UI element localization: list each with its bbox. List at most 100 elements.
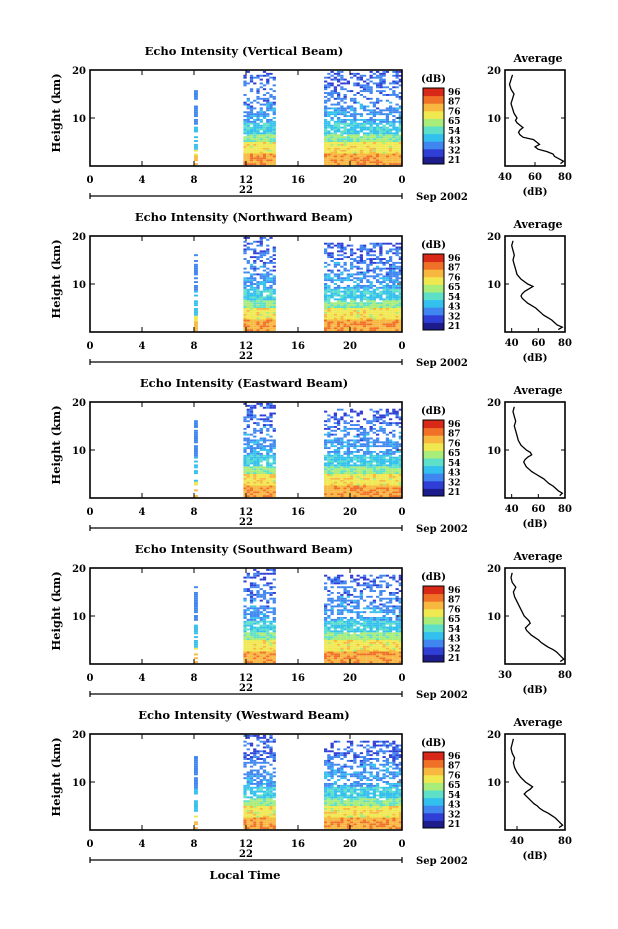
heatmap-cell	[343, 622, 347, 625]
heatmap-cell	[356, 464, 360, 467]
heatmap-cell	[249, 292, 254, 295]
heatmap-cell	[398, 122, 402, 125]
heatmap-cell	[363, 620, 367, 623]
heatmap-cell	[398, 80, 402, 83]
heatmap-cell	[343, 132, 347, 135]
heatmap-cell	[385, 441, 389, 444]
heatmap-cell	[356, 479, 360, 482]
colorbar-tick-label: 87	[448, 264, 461, 274]
heatmap-cell	[356, 634, 360, 637]
heatmap-cell	[382, 275, 386, 278]
heatmap-cell	[379, 136, 383, 139]
heatmap-cell	[392, 286, 396, 289]
heatmap-cell	[249, 132, 254, 135]
heatmap-cell	[269, 304, 273, 307]
heatmap-cell	[262, 493, 267, 496]
heatmap-cell	[340, 82, 344, 85]
heatmap-cell	[246, 420, 250, 423]
heatmap-cell	[356, 603, 360, 606]
heatmap-cell	[356, 72, 360, 75]
heatmap-cell	[346, 105, 350, 108]
heatmap-cell	[382, 290, 386, 293]
heatmap-cell	[359, 306, 363, 308]
heatmap-cell	[269, 406, 273, 409]
heatmap-cell	[376, 244, 380, 247]
heatmap-cell	[382, 574, 386, 577]
heatmap-cell	[243, 418, 247, 421]
heatmap-cell	[324, 302, 328, 305]
heatmap-cell	[359, 474, 363, 476]
heatmap-cell	[353, 124, 357, 127]
heatmap-cell	[389, 311, 393, 314]
average-x-tick-label: 60	[531, 504, 545, 515]
heatmap-cell	[379, 145, 383, 148]
heatmap-cell	[340, 479, 344, 482]
heatmap-cell	[385, 618, 389, 621]
heatmap-cell	[346, 593, 350, 596]
heatmap-cell	[324, 493, 328, 496]
heatmap-cell	[369, 630, 373, 633]
heatmap-cell	[266, 404, 270, 407]
heatmap-cell	[363, 128, 367, 131]
heatmap-cell	[266, 82, 270, 85]
heatmap-cell	[343, 607, 347, 610]
heatmap-cell	[256, 142, 260, 144]
heatmap-cell	[379, 134, 383, 137]
heatmap-cell	[324, 477, 328, 480]
heatmap-cell	[385, 607, 389, 610]
heatmap-cell	[389, 464, 393, 467]
heatmap-cell	[256, 143, 260, 146]
heatmap-cell	[369, 462, 373, 465]
heatmap-cell	[353, 74, 357, 77]
heatmap-cell	[379, 74, 383, 77]
heatmap-cell	[269, 281, 273, 284]
heatmap-cell	[340, 111, 344, 114]
heatmap-cell	[259, 452, 263, 455]
heatmap-cell	[246, 159, 250, 162]
heatmap-cell	[346, 317, 350, 320]
heatmap-cell	[369, 97, 373, 100]
heatmap-cell	[327, 111, 331, 114]
heatmap-cell	[243, 630, 247, 633]
heatmap-cell	[343, 161, 347, 164]
heatmap-cell	[350, 659, 354, 662]
heatmap-cell	[363, 641, 367, 644]
heatmap-cell	[333, 599, 337, 602]
average-frame	[504, 235, 566, 333]
heatmap-cell	[330, 634, 334, 637]
heatmap-cell	[363, 151, 367, 154]
heatmap-cell	[249, 88, 254, 91]
heatmap-cell	[353, 252, 357, 255]
heatmap-cell	[246, 161, 250, 164]
heatmap-cell	[194, 653, 198, 656]
heatmap-cell	[395, 592, 399, 594]
heatmap-cell	[366, 636, 370, 639]
heatmap-cell	[262, 643, 267, 646]
heatmap-cell	[366, 147, 370, 150]
heatmap-cell	[363, 462, 367, 465]
heatmap-cell	[376, 441, 380, 444]
heatmap-cell	[379, 138, 383, 141]
heatmap-cell	[363, 611, 367, 614]
heatmap-cell	[324, 616, 328, 619]
colorbar-tick-label: 54	[448, 127, 461, 137]
heatmap-cell	[398, 468, 402, 471]
heatmap-cell	[333, 134, 337, 137]
heatmap-cell	[389, 655, 393, 658]
heatmap-cell	[363, 246, 367, 249]
heatmap-cell	[395, 475, 399, 478]
heatmap-cell	[385, 118, 389, 121]
heatmap-cell	[194, 605, 198, 608]
heatmap-cell	[272, 624, 276, 627]
heatmap-cell	[272, 161, 276, 164]
heatmap-cell	[346, 645, 350, 648]
heatmap-cell	[363, 588, 367, 591]
heatmap-cell	[350, 460, 354, 463]
heatmap-cell	[398, 470, 402, 473]
heatmap-cell	[262, 495, 267, 498]
heatmap-cell	[327, 491, 331, 494]
heatmap-cell	[395, 638, 399, 640]
heatmap-cell	[256, 118, 260, 121]
heatmap-cell	[246, 260, 250, 262]
heatmap-cell	[340, 454, 344, 457]
